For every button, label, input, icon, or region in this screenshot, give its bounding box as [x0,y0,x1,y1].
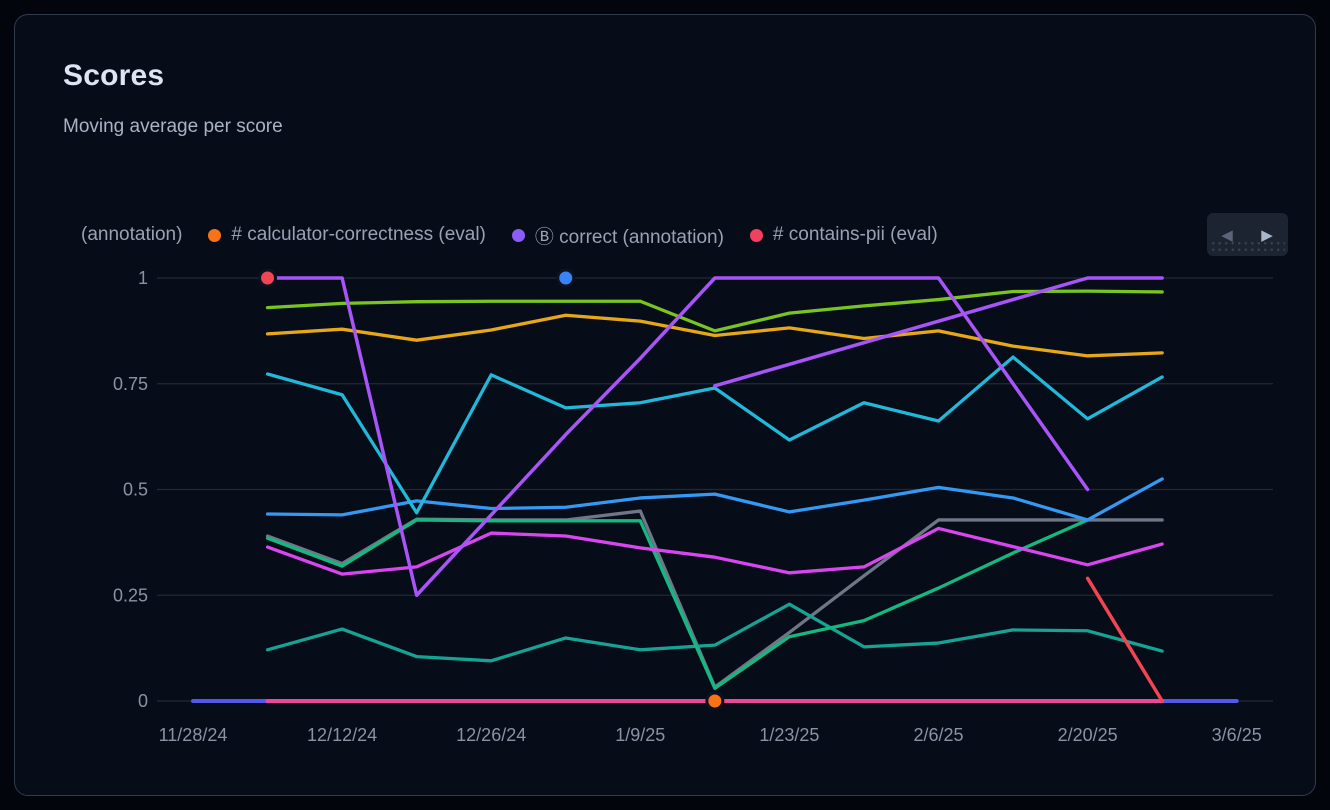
page-title: Scores [63,59,165,92]
legend-item[interactable]: Ⓑ correct (annotation) [511,222,724,249]
chevron-left-icon: ◀ [1221,225,1233,244]
legend-dot-icon [749,228,763,242]
legend-prev-button[interactable]: ◀ [1207,213,1247,256]
legend: (annotation) # calculator-correctness (ev… [81,215,1199,255]
page-subtitle: Moving average per score [63,116,283,137]
legend-item-label: # contains-pii (eval) [772,224,938,245]
legend-dot-icon [511,228,525,242]
legend-pagination: ◀ ▶ [1207,213,1288,256]
legend-item-label: Ⓑ correct (annotation) [534,226,724,248]
scores-card: Scores Moving average per score (annotat… [14,14,1316,796]
legend-item-label: # calculator-correctness (eval) [231,224,486,245]
legend-next-button[interactable]: ▶ [1247,213,1287,256]
pager-dots-texture [1210,240,1285,254]
legend-item[interactable]: (annotation) [81,224,182,246]
legend-dot-icon [208,228,222,242]
legend-item[interactable]: # calculator-correctness (eval) [208,224,486,246]
chevron-right-icon: ▶ [1261,225,1273,244]
legend-item-label: (annotation) [81,224,183,245]
legend-item[interactable]: # contains-pii (eval) [749,224,938,246]
